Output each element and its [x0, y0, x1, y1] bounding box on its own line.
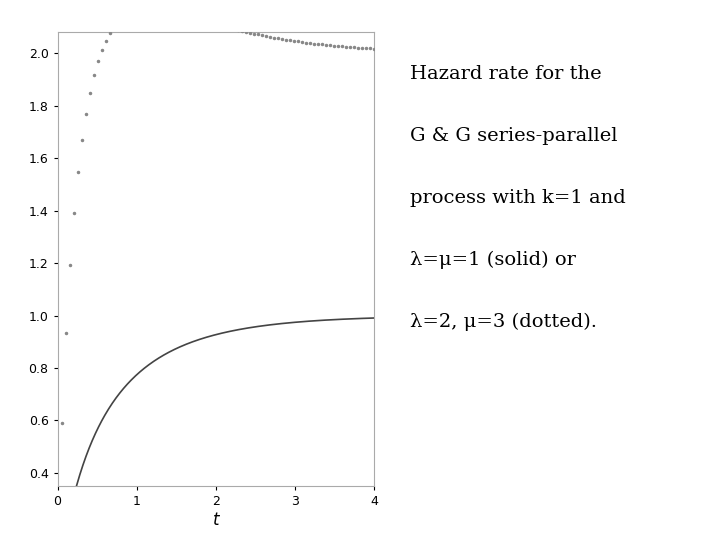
X-axis label: t: t	[212, 511, 220, 529]
Text: λ=μ=1 (solid) or: λ=μ=1 (solid) or	[410, 251, 576, 269]
Text: Hazard rate for the: Hazard rate for the	[410, 65, 602, 83]
Text: G & G series-parallel: G & G series-parallel	[410, 127, 618, 145]
Text: process with k=1 and: process with k=1 and	[410, 189, 626, 207]
Text: λ=2, μ=3 (dotted).: λ=2, μ=3 (dotted).	[410, 313, 598, 332]
